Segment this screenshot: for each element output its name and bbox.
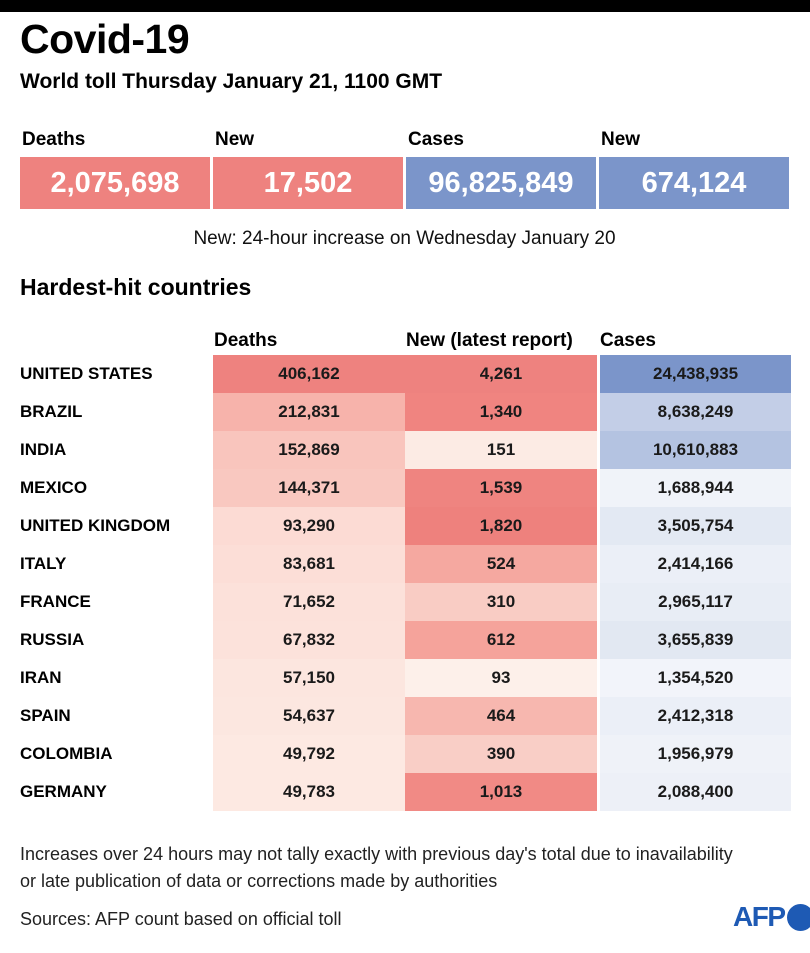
deaths-cell: 67,832 bbox=[213, 621, 405, 659]
country-label: MEXICO bbox=[20, 478, 88, 497]
table-row: INDIA 152,869 151 10,610,883 bbox=[0, 431, 810, 469]
country-label: RUSSIA bbox=[20, 630, 85, 649]
new-cell: 310 bbox=[405, 583, 597, 621]
new-cell: 464 bbox=[405, 697, 597, 735]
summary-value-new-cases: 674,124 bbox=[599, 157, 789, 209]
summary-value-deaths: 2,075,698 bbox=[20, 157, 210, 209]
cases-cell: 2,412,318 bbox=[600, 697, 791, 735]
table-row: GERMANY 49,783 1,013 2,088,400 bbox=[0, 773, 810, 811]
footnote: Increases over 24 hours may not tally ex… bbox=[20, 841, 733, 895]
new-cell: 390 bbox=[405, 735, 597, 773]
deaths-cell: 54,637 bbox=[213, 697, 405, 735]
summary-label-deaths: Deaths bbox=[22, 129, 86, 150]
table-row: FRANCE 71,652 310 2,965,117 bbox=[0, 583, 810, 621]
footnote-line-2: or late publication of data or correctio… bbox=[20, 871, 498, 891]
deaths-cell: 83,681 bbox=[213, 545, 405, 583]
country-label: UNITED STATES bbox=[20, 364, 153, 383]
country-table: UNITED STATES 406,162 4,261 24,438,935 B… bbox=[0, 355, 810, 811]
summary-value-cases: 96,825,849 bbox=[406, 157, 596, 209]
country-label: SPAIN bbox=[20, 706, 71, 725]
cases-cell: 1,956,979 bbox=[600, 735, 791, 773]
column-header-deaths: Deaths bbox=[214, 330, 278, 351]
new-cell: 1,539 bbox=[405, 469, 597, 507]
table-row: RUSSIA 67,832 612 3,655,839 bbox=[0, 621, 810, 659]
country-label: IRAN bbox=[20, 668, 62, 687]
country-label: COLOMBIA bbox=[20, 744, 113, 763]
table-row: MEXICO 144,371 1,539 1,688,944 bbox=[0, 469, 810, 507]
footnote-line-1: Increases over 24 hours may not tally ex… bbox=[20, 844, 733, 864]
cases-cell: 2,414,166 bbox=[600, 545, 791, 583]
cases-cell: 3,655,839 bbox=[600, 621, 791, 659]
deaths-cell: 406,162 bbox=[213, 355, 405, 393]
new-definition-note: New: 24-hour increase on Wednesday Janua… bbox=[193, 228, 616, 249]
new-cell: 1,340 bbox=[405, 393, 597, 431]
deaths-cell: 57,150 bbox=[213, 659, 405, 697]
country-label: BRAZIL bbox=[20, 402, 83, 421]
table-row: BRAZIL 212,831 1,340 8,638,249 bbox=[0, 393, 810, 431]
summary-value-new-deaths: 17,502 bbox=[213, 157, 403, 209]
new-cell: 1,820 bbox=[405, 507, 597, 545]
deaths-cell: 71,652 bbox=[213, 583, 405, 621]
cases-cell: 2,965,117 bbox=[600, 583, 791, 621]
table-row: SPAIN 54,637 464 2,412,318 bbox=[0, 697, 810, 735]
cases-cell: 3,505,754 bbox=[600, 507, 791, 545]
cases-cell: 8,638,249 bbox=[600, 393, 791, 431]
cases-cell: 10,610,883 bbox=[600, 431, 791, 469]
deaths-cell: 144,371 bbox=[213, 469, 405, 507]
country-label: GERMANY bbox=[20, 782, 107, 801]
new-cell: 524 bbox=[405, 545, 597, 583]
afp-logo-circle-icon bbox=[786, 903, 810, 931]
column-header-cases: Cases bbox=[600, 330, 656, 351]
page-title: Covid-19 bbox=[20, 16, 190, 62]
new-cell: 1,013 bbox=[405, 773, 597, 811]
afp-logo-text: AFP bbox=[733, 901, 786, 932]
summary-label-new-deaths: New bbox=[215, 129, 255, 150]
summary-label-cases: Cases bbox=[408, 129, 464, 150]
new-cell: 4,261 bbox=[405, 355, 597, 393]
table-row: UNITED KINGDOM 93,290 1,820 3,505,754 bbox=[0, 507, 810, 545]
summary-label-new-cases: New bbox=[601, 129, 641, 150]
deaths-cell: 49,783 bbox=[213, 773, 405, 811]
country-label: FRANCE bbox=[20, 592, 91, 611]
country-label: ITALY bbox=[20, 554, 67, 573]
table-row: UNITED STATES 406,162 4,261 24,438,935 bbox=[0, 355, 810, 393]
country-label: UNITED KINGDOM bbox=[20, 516, 171, 535]
new-cell: 93 bbox=[405, 659, 597, 697]
deaths-cell: 152,869 bbox=[213, 431, 405, 469]
deaths-cell: 93,290 bbox=[213, 507, 405, 545]
cases-cell: 1,354,520 bbox=[600, 659, 791, 697]
section-title: Hardest-hit countries bbox=[20, 274, 252, 300]
top-bar bbox=[0, 0, 810, 12]
sources-line: Sources: AFP count based on official tol… bbox=[20, 909, 342, 929]
table-row: COLOMBIA 49,792 390 1,956,979 bbox=[0, 735, 810, 773]
cases-cell: 1,688,944 bbox=[600, 469, 791, 507]
subtitle: World toll Thursday January 21, 1100 GMT bbox=[20, 70, 443, 93]
table-row: ITALY 83,681 524 2,414,166 bbox=[0, 545, 810, 583]
afp-logo: AFP bbox=[733, 901, 810, 933]
cases-cell: 2,088,400 bbox=[600, 773, 791, 811]
new-cell: 151 bbox=[405, 431, 597, 469]
deaths-cell: 49,792 bbox=[213, 735, 405, 773]
table-row: IRAN 57,150 93 1,354,520 bbox=[0, 659, 810, 697]
deaths-cell: 212,831 bbox=[213, 393, 405, 431]
column-header-new: New (latest report) bbox=[406, 330, 573, 351]
country-label: INDIA bbox=[20, 440, 67, 459]
cases-cell: 24,438,935 bbox=[600, 355, 791, 393]
new-cell: 612 bbox=[405, 621, 597, 659]
